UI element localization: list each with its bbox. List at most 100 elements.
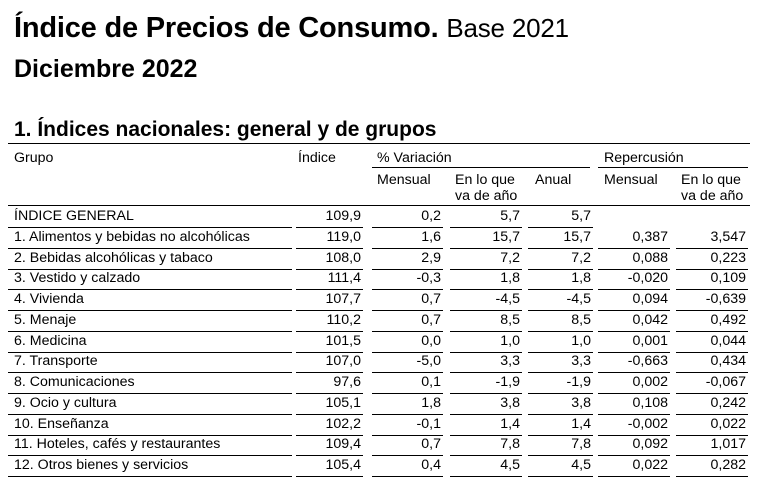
cell-rep-mensual: 0,387: [632, 228, 668, 245]
cell-rep-ano: -0,067: [705, 374, 746, 390]
row-underline: [372, 434, 443, 436]
cell-anual: -4,5: [566, 291, 591, 307]
cell-anual: 4,5: [571, 457, 591, 473]
row-underline: [450, 372, 522, 374]
cell-mensual: 0,2: [421, 208, 441, 224]
cell-mensual: 0,1: [421, 374, 441, 390]
row-underline: [296, 227, 363, 228]
row-underline: [296, 372, 363, 374]
row-underline: [676, 476, 748, 477]
cell-ano: 1,4: [500, 415, 520, 432]
cell-rep-mensual: 0,108: [632, 394, 668, 411]
title-text: Índice de Precios de Consumo.: [14, 12, 439, 44]
row-underline: [528, 476, 593, 477]
cell-indice: 107,0: [325, 353, 361, 370]
row-underline: [598, 393, 670, 394]
header-mensual: Mensual: [377, 172, 431, 188]
cell-mensual: 1,8: [421, 394, 441, 411]
cell-indice: 97,6: [333, 374, 361, 390]
row-underline: [450, 393, 522, 394]
cell-anual: 8,5: [571, 311, 591, 328]
row-underline: [676, 268, 748, 270]
cell-rep-mensual: 0,002: [632, 374, 668, 390]
cell-indice: 109,4: [325, 436, 361, 453]
row-underline: [372, 393, 443, 394]
cell-anual: 7,2: [571, 249, 591, 266]
cell-ano: 15,7: [492, 228, 520, 245]
row-underline: [528, 310, 593, 311]
row-label: 11. Hoteles, cafés y restaurantes: [14, 436, 221, 453]
variacion-underline: [372, 167, 590, 168]
row-underline: [528, 393, 593, 394]
row-underline: [528, 413, 593, 415]
row-underline: [8, 413, 292, 415]
cell-rep-ano: -0,639: [705, 291, 746, 307]
cell-indice: 108,0: [325, 249, 361, 266]
row-underline: [528, 268, 593, 270]
column-gap: [594, 228, 595, 476]
header-bottom-rule: [8, 205, 750, 206]
row-label: 3. Vestido y calzado: [14, 270, 141, 287]
cell-rep-ano: 1,017: [710, 436, 746, 453]
cell-mensual: 0,7: [421, 311, 441, 328]
cell-mensual: 0,7: [421, 291, 441, 307]
row-underline: [450, 476, 522, 477]
cell-indice: 111,4: [327, 270, 361, 287]
cell-rep-mensual: 0,022: [632, 457, 668, 473]
row-underline: [598, 268, 670, 270]
row-underline: [372, 476, 443, 477]
cell-rep-mensual: 0,042: [632, 311, 668, 328]
row-underline: [450, 227, 522, 228]
row-underline: [296, 330, 363, 332]
cell-ano: 3,8: [500, 394, 520, 411]
row-underline: [372, 455, 443, 457]
row-underline: [676, 393, 748, 394]
section-rule: [8, 143, 750, 144]
column-gap: [292, 228, 293, 476]
row-underline: [372, 310, 443, 311]
row-underline: [8, 476, 292, 477]
cell-rep-mensual: 0,001: [632, 332, 668, 349]
row-underline: [598, 310, 670, 311]
row-underline: [598, 351, 670, 353]
row-underline: [8, 268, 292, 270]
row-underline: [8, 372, 292, 374]
header-rep-mensual: Mensual: [604, 172, 658, 188]
cell-rep-ano: 0,242: [710, 394, 746, 411]
row-label: 4. Vivienda: [14, 291, 84, 307]
row-underline: [372, 372, 443, 374]
cell-indice: 105,4: [325, 457, 361, 473]
cell-rep-ano: 0,282: [710, 457, 746, 473]
row-underline: [450, 434, 522, 436]
row-underline: [372, 330, 443, 332]
cell-indice: 101,5: [325, 332, 361, 349]
row-underline: [598, 434, 670, 436]
cell-anual: 3,8: [571, 394, 591, 411]
row-underline: [676, 330, 748, 332]
header-indice: Índice: [298, 150, 336, 166]
cell-anual: 1,8: [571, 270, 591, 287]
row-underline: [296, 268, 363, 270]
cell-anual: 1,4: [571, 415, 591, 432]
cell-anual: 15,7: [563, 228, 591, 245]
cell-anual: 7,8: [571, 436, 591, 453]
cell-anual: 1,0: [571, 332, 591, 349]
header-en-lo-que-1: En lo que: [455, 172, 515, 188]
row-underline: [8, 227, 292, 228]
header-anual: Anual: [535, 172, 572, 188]
header-rep-en-lo-que-1: En lo que: [681, 172, 741, 188]
row-label: 10. Enseñanza: [14, 415, 109, 432]
cell-rep-ano: 0,434: [710, 353, 746, 370]
cell-ano: 1,0: [500, 332, 520, 349]
row-underline: [598, 455, 670, 457]
cell-mensual: 0,4: [421, 457, 441, 473]
row-underline: [8, 393, 292, 394]
cell-rep-ano: 3,547: [710, 228, 746, 245]
cell-mensual: -5,0: [416, 353, 441, 370]
row-label: 6. Medicina: [14, 332, 87, 349]
row-underline: [676, 434, 748, 436]
cell-rep-mensual: -0,663: [627, 353, 668, 370]
row-label: 9. Ocio y cultura: [14, 394, 117, 411]
cell-indice: 119,0: [326, 228, 361, 245]
row-underline: [598, 476, 670, 477]
